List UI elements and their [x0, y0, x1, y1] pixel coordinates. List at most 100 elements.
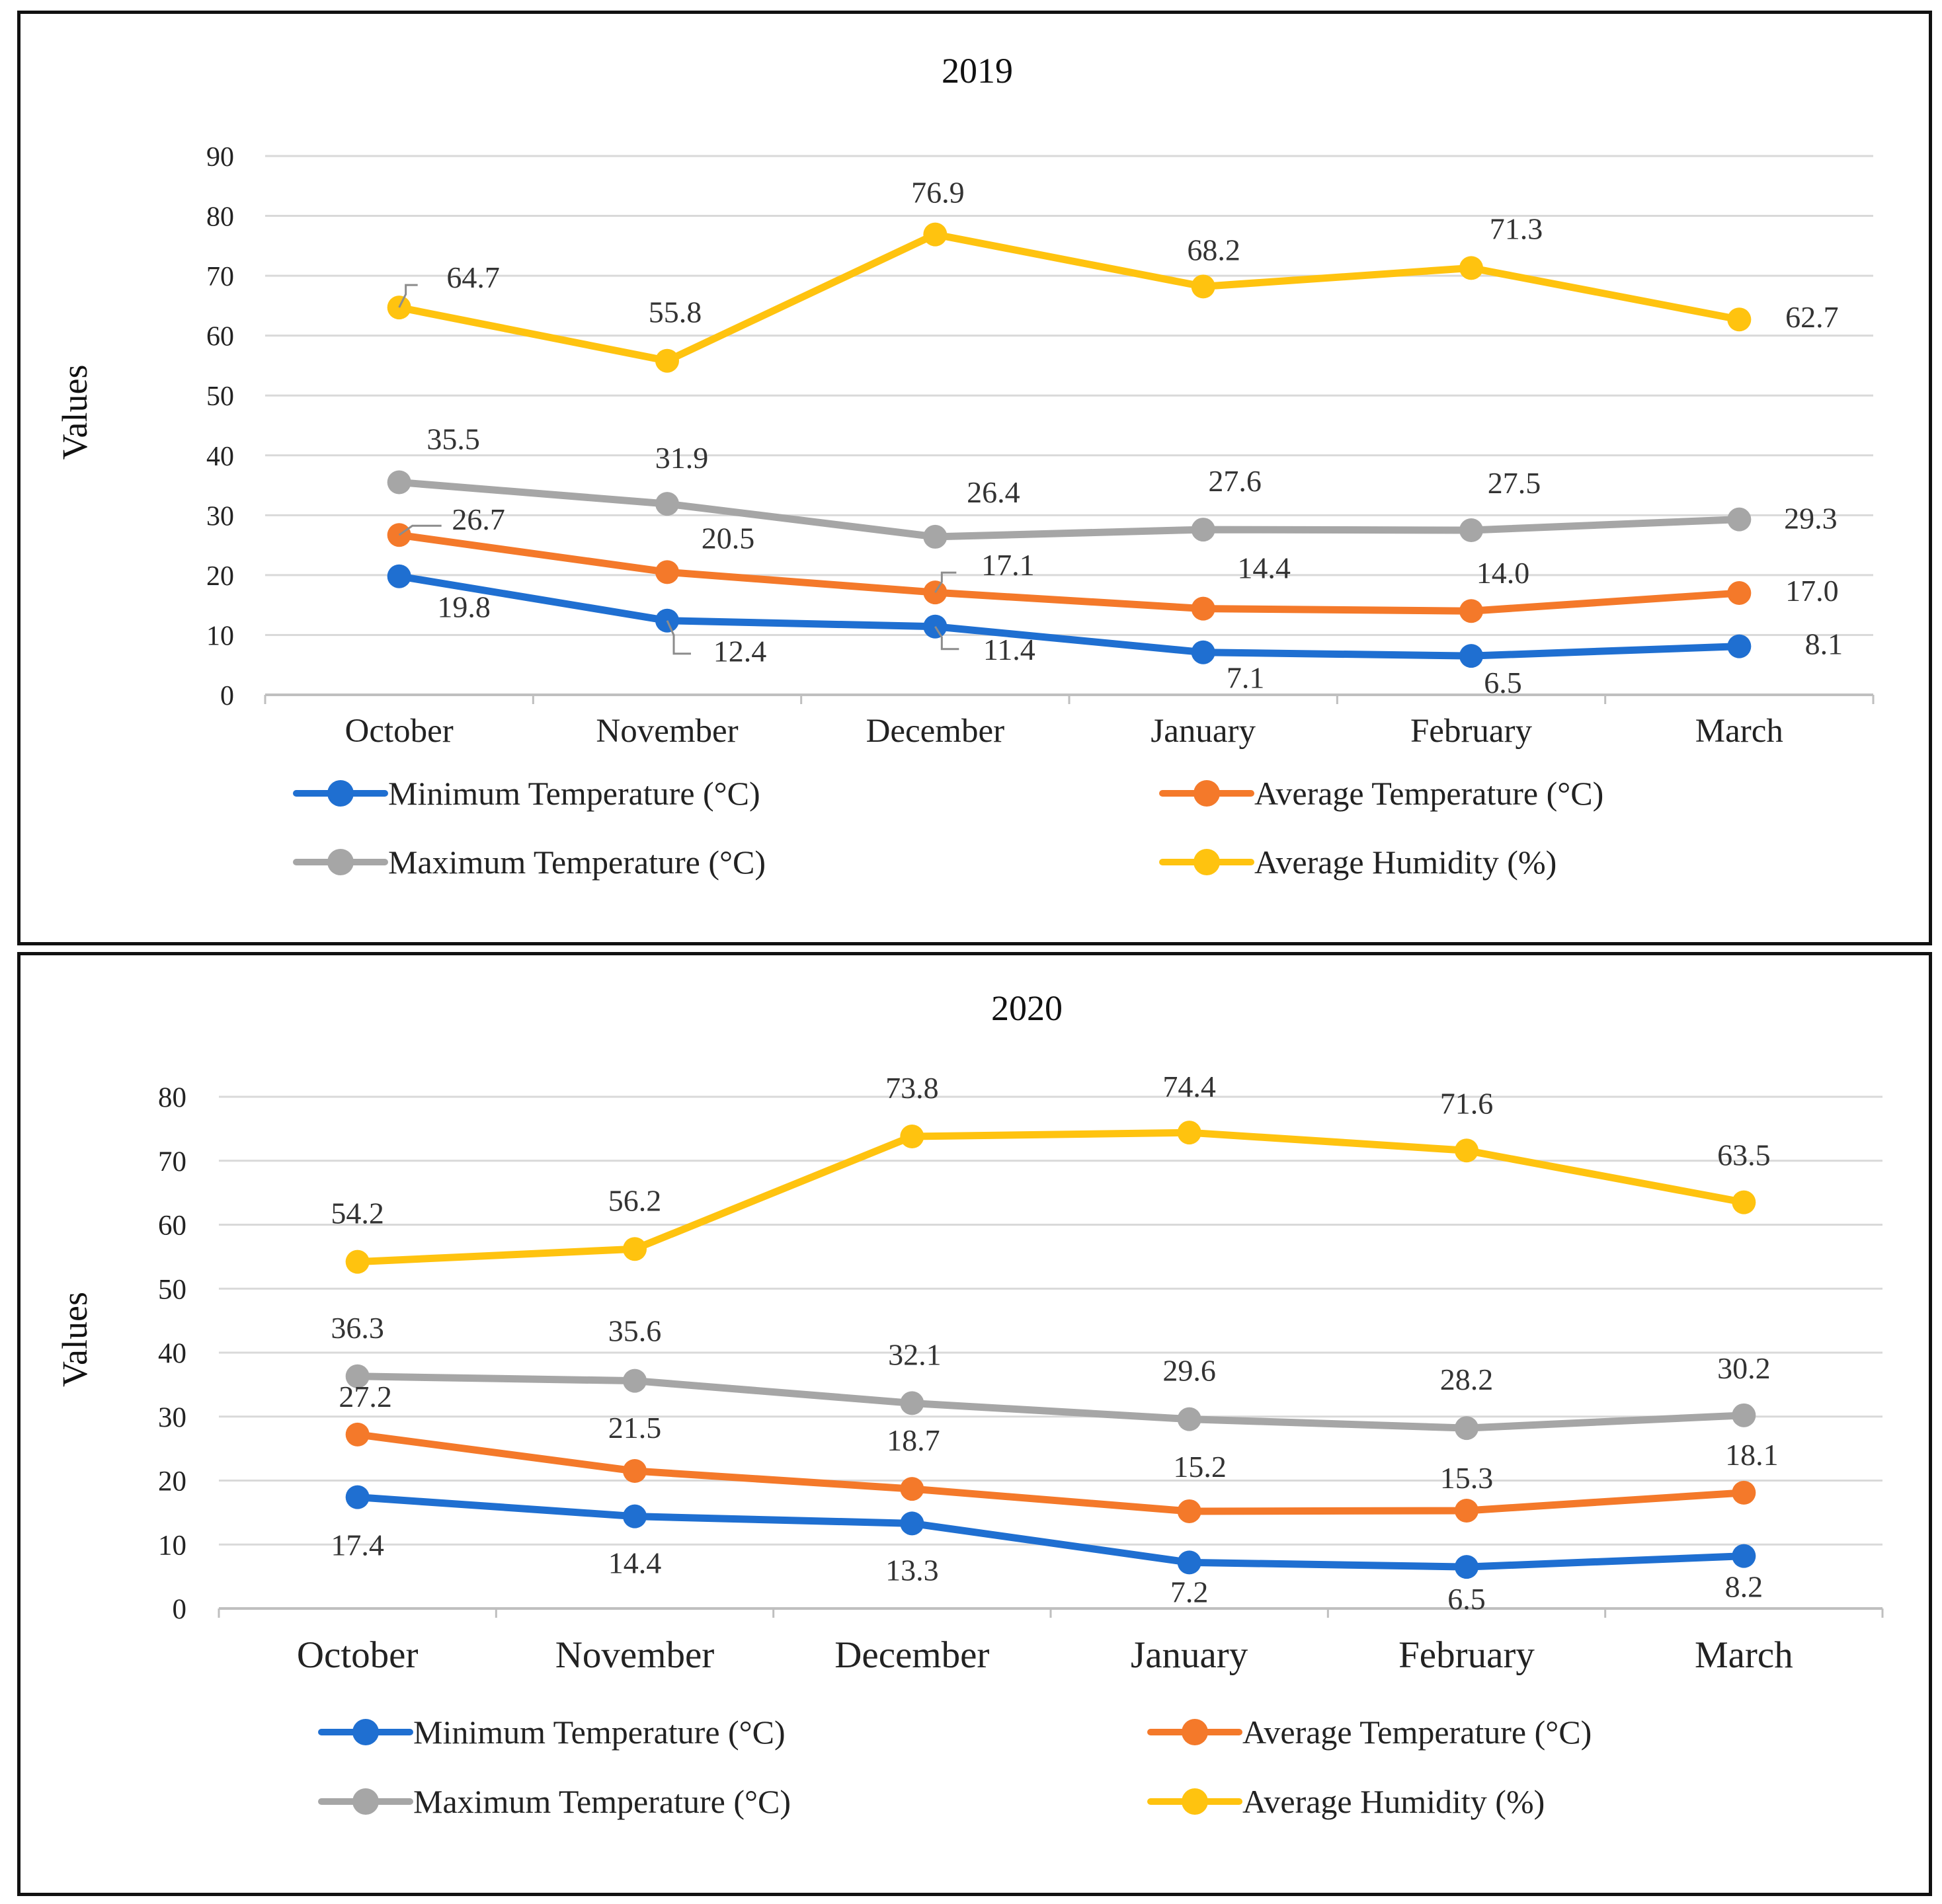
data-label: 27.2	[339, 1380, 392, 1413]
y-tick-label: 60	[206, 322, 234, 352]
y-tick-label: 80	[158, 1082, 186, 1113]
legend-line-icon	[293, 774, 388, 813]
data-point	[623, 1458, 647, 1483]
data-point	[345, 1364, 370, 1388]
data-label: 63.5	[1717, 1138, 1771, 1172]
legend-item-avg-temp: Average Temperature (°C)	[1147, 1712, 1592, 1752]
data-label: 27.6	[1208, 464, 1262, 498]
data-label: 28.2	[1440, 1363, 1494, 1396]
data-label: 15.2	[1173, 1450, 1227, 1484]
x-tick-label: February	[1398, 1634, 1535, 1676]
data-label: 32.1	[888, 1337, 942, 1371]
x-tick-label: March	[1695, 713, 1783, 750]
y-tick-label: 30	[158, 1402, 186, 1433]
data-label: 14.4	[608, 1546, 662, 1580]
y-tick-label: 0	[220, 681, 234, 711]
y-tick-label: 70	[206, 262, 234, 292]
x-tick-label: December	[834, 1634, 989, 1676]
legend-line-icon	[1147, 1782, 1242, 1821]
data-point	[623, 1237, 647, 1261]
data-point	[900, 1391, 924, 1415]
data-point	[1732, 1544, 1756, 1568]
data-point	[1727, 507, 1752, 532]
data-label: 14.0	[1477, 556, 1530, 590]
series-line	[395, 531, 1743, 615]
y-tick-label: 10	[158, 1530, 186, 1561]
x-tick-label: March	[1695, 1634, 1793, 1676]
x-tick-label: November	[555, 1634, 715, 1676]
data-point	[1455, 1555, 1478, 1579]
legend-label: Minimum Temperature (°C)	[413, 1714, 786, 1751]
series-line	[395, 573, 1743, 660]
data-point	[1177, 1121, 1201, 1145]
data-point	[1732, 1403, 1756, 1427]
data-point	[1177, 1550, 1201, 1575]
data-label: 31.9	[655, 441, 709, 475]
y-tick-label: 30	[206, 501, 234, 532]
data-point	[1191, 274, 1215, 299]
legend-line-icon	[1159, 774, 1254, 813]
data-label: 35.6	[608, 1314, 662, 1348]
series-line	[395, 479, 1743, 541]
data-label: 27.5	[1488, 466, 1541, 500]
data-label: 8.1	[1805, 627, 1843, 661]
data-point	[1727, 581, 1752, 606]
data-point	[387, 564, 411, 588]
y-tick-label: 70	[158, 1146, 186, 1177]
chart-2019: 2019 Values 0 10 20 30 40 50 60 70 80 90 October Nove…	[55, 51, 1875, 750]
legend-line-icon	[293, 842, 388, 882]
y-tick-label: 50	[206, 381, 234, 412]
data-point	[1177, 1407, 1201, 1431]
data-label: 71.6	[1440, 1086, 1494, 1120]
x-tick-label: January	[1131, 1634, 1248, 1676]
legend-label: Maximum Temperature (°C)	[388, 844, 766, 881]
legend-line-icon	[1159, 842, 1254, 882]
x-tick-label: January	[1151, 713, 1256, 750]
y-tick-label: 10	[206, 621, 234, 651]
data-point	[1191, 518, 1215, 542]
data-point	[345, 1422, 370, 1447]
chart-2020: 2020 Values 0 10 20 30 40 50 60 70 80 October Novemb…	[55, 988, 1884, 1676]
data-point	[900, 1511, 924, 1536]
data-label: 76.9	[911, 176, 965, 210]
data-point	[655, 492, 679, 516]
y-tick-label: 0	[173, 1594, 187, 1625]
data-label: 19.8	[437, 590, 491, 624]
chart-title: 2020	[991, 988, 1063, 1028]
data-label: 62.7	[1785, 300, 1839, 334]
data-point	[1732, 1480, 1756, 1505]
data-label: 18.7	[887, 1423, 940, 1457]
x-tick-label: October	[297, 1634, 419, 1676]
legend-label: Minimum Temperature (°C)	[388, 775, 760, 812]
data-label: 71.3	[1490, 212, 1543, 245]
series-line	[354, 1493, 1748, 1571]
legend-item-humidity: Average Humidity (%)	[1159, 842, 1557, 882]
data-label: 18.1	[1725, 1438, 1779, 1472]
data-label: 68.2	[1187, 233, 1240, 266]
data-point	[623, 1504, 647, 1528]
data-label: 17.0	[1785, 574, 1839, 608]
data-label: 7.1	[1227, 661, 1265, 695]
y-tick-label: 50	[158, 1274, 186, 1305]
data-point	[1732, 1190, 1756, 1214]
data-label: 55.8	[649, 296, 702, 329]
data-label: 36.3	[331, 1311, 384, 1345]
data-label: 14.4	[1237, 551, 1291, 585]
series-line	[354, 1372, 1748, 1432]
data-point	[1455, 1498, 1478, 1523]
data-label: 17.4	[331, 1528, 384, 1562]
data-point	[1459, 256, 1483, 280]
legend-item-min-temp: Minimum Temperature (°C)	[293, 774, 760, 813]
legend-item-min-temp: Minimum Temperature (°C)	[318, 1712, 786, 1752]
series-line	[395, 231, 1743, 365]
data-label: 20.5	[702, 521, 755, 555]
data-point	[1455, 1138, 1478, 1163]
chart-panel-2019: 2019 Values 0 10 20 30 40 50 60 70 80 90 October Nove…	[17, 11, 1932, 945]
data-point	[1459, 599, 1483, 623]
legend-label: Average Humidity (%)	[1254, 844, 1557, 881]
data-label: 21.5	[608, 1411, 662, 1445]
data-point	[655, 560, 679, 584]
data-label: 26.7	[452, 502, 505, 536]
legend-label: Average Humidity (%)	[1242, 1783, 1545, 1820]
legend-item-avg-temp: Average Temperature (°C)	[1159, 774, 1603, 813]
